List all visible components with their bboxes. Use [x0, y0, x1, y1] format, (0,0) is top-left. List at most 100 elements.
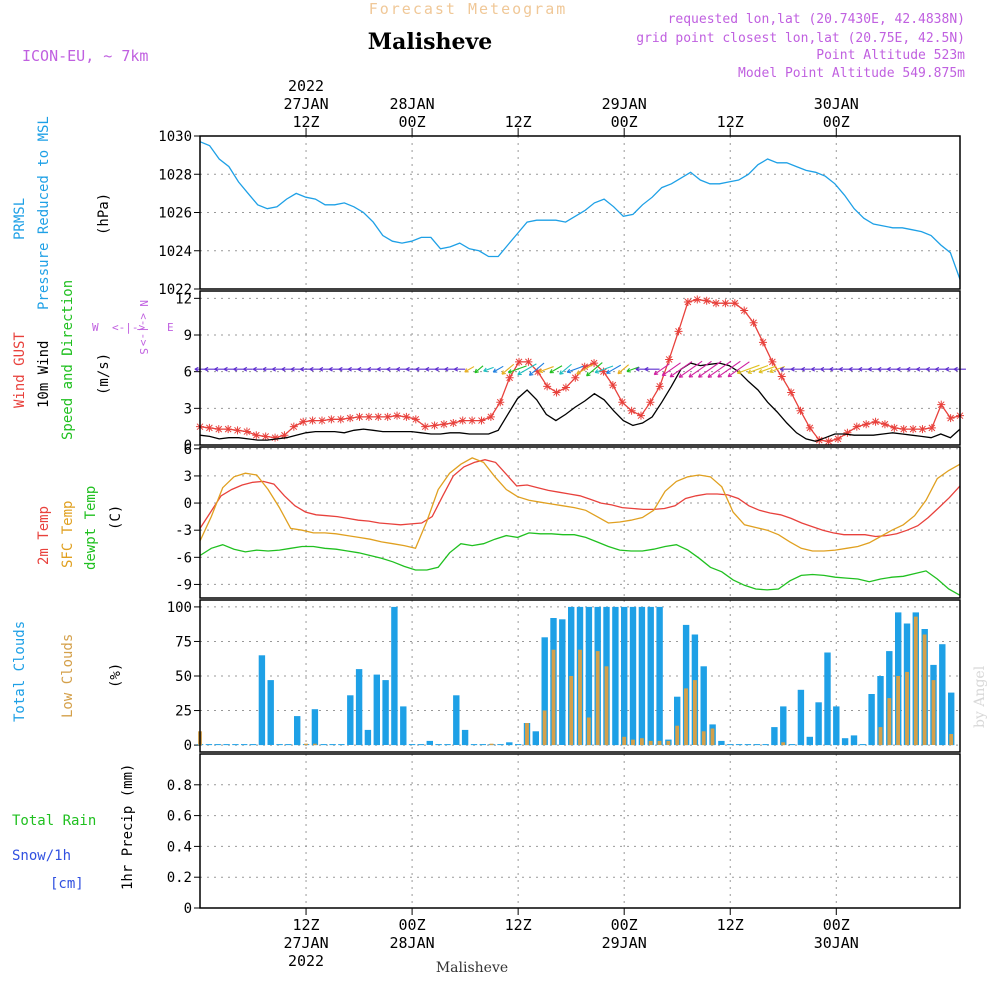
- total-cloud-bar: [373, 674, 380, 746]
- temp2m-line: [199, 459, 961, 538]
- top-date-label-1: 28JAN: [390, 95, 435, 113]
- ytick-label-precip-0: 0: [184, 901, 192, 917]
- total-cloud-bar: [762, 744, 769, 746]
- gust-point: [909, 425, 918, 434]
- total-cloud-bar: [788, 744, 796, 746]
- total-cloud-bar: [320, 744, 327, 746]
- bottom-hour-label-2: 12Z: [505, 916, 532, 934]
- wind-direction-arrow: [661, 362, 681, 377]
- bottom-year-label-0: 2022: [288, 952, 324, 970]
- wind-direction-arrow: [338, 366, 350, 372]
- wind-direction-arrow: [697, 360, 722, 378]
- total-cloud-bar: [294, 716, 301, 746]
- bottom-date-label-5: 30JAN: [814, 934, 859, 952]
- gust-point: [468, 416, 477, 425]
- gust-point: [787, 388, 796, 397]
- gust-point: [552, 388, 561, 397]
- location-title: Malisheve: [368, 29, 492, 55]
- low-cloud-bar: [569, 676, 574, 746]
- ytick-label-wind-2: 6: [184, 365, 192, 381]
- top-hour-label-5: 00Z: [823, 113, 850, 131]
- wind-direction-arrow: [858, 366, 869, 372]
- gust-point: [449, 419, 458, 427]
- low-cloud-bar: [913, 616, 918, 746]
- low-cloud-bar: [878, 727, 883, 746]
- total-cloud-bar: [506, 742, 513, 746]
- total-cloud-bar: [815, 702, 822, 746]
- total-cloud-bar: [744, 744, 752, 746]
- total-cloud-bar: [444, 744, 451, 746]
- gust-point: [252, 431, 261, 440]
- wind-direction-arrow: [538, 366, 554, 374]
- total-cloud-bar: [205, 744, 213, 746]
- gust-point: [355, 412, 364, 421]
- gust-point: [805, 423, 814, 432]
- gust-point: [224, 425, 233, 434]
- wind-direction-arrow: [747, 365, 769, 375]
- gust-point: [317, 416, 326, 425]
- top-date-label-0: 27JAN: [283, 95, 328, 113]
- wind-direction-arrow: [549, 365, 563, 374]
- wind-direction-arrow: [507, 365, 527, 374]
- gust-point: [383, 412, 392, 421]
- wind-direction-arrow: [925, 366, 937, 372]
- compass-n: N: [137, 300, 150, 307]
- temp-unit: (C): [108, 505, 124, 530]
- low-cloud-bar: [701, 731, 706, 746]
- low-cloud-bar: [949, 734, 954, 746]
- gust-point: [843, 428, 852, 437]
- ytick-label-pressure-0: 1022: [158, 282, 192, 298]
- pressure-label-2: Pressure Reduced to MSL: [36, 116, 52, 310]
- wind-direction-arrow: [594, 365, 614, 374]
- gust-point: [205, 423, 214, 432]
- point-altitude: Point Altitude 523m: [816, 48, 965, 63]
- wind-direction-arrow: [820, 366, 831, 372]
- gust-point: [496, 398, 505, 407]
- wind-direction-arrow: [396, 366, 408, 372]
- clouds-frame: [199, 599, 961, 753]
- total-cloud-bar: [338, 744, 345, 746]
- ytick-label-temp-5: 6: [184, 442, 192, 458]
- total-cloud-bar: [258, 655, 266, 746]
- ytick-label-pressure-3: 1028: [158, 167, 192, 183]
- gust-point: [655, 382, 664, 391]
- gust-point: [862, 420, 871, 429]
- total-cloud-bar: [461, 729, 469, 746]
- wind-direction-arrow: [252, 366, 263, 372]
- ytick-label-clouds-1: 25: [175, 704, 192, 720]
- gridpoint-coords: grid point closest lon,lat (20.75E, 42.5…: [636, 31, 965, 46]
- gust-point: [852, 422, 861, 431]
- low-cloud-bar: [595, 651, 600, 746]
- wind-direction-arrow: [281, 366, 292, 372]
- gust-point: [834, 434, 843, 443]
- footer-location: Malisheve: [436, 960, 508, 976]
- gust-point: [533, 367, 542, 376]
- gust-point: [796, 406, 805, 415]
- top-year-label-0: 2022: [288, 77, 324, 95]
- total-cloud-bar: [232, 744, 239, 746]
- clouds-panel: 0 25 50 75 100: [167, 599, 961, 754]
- top-date-label-3: 29JAN: [602, 95, 647, 113]
- low-cloud-bar: [922, 634, 927, 745]
- wind-unit: (m/s): [96, 353, 112, 395]
- compass-s: S: [137, 348, 150, 355]
- total-cloud-bar: [470, 744, 478, 746]
- gust-point: [712, 299, 721, 308]
- wind-direction-arrow: [492, 365, 504, 373]
- gust-point: [543, 382, 552, 391]
- total-cloud-bar: [355, 669, 363, 746]
- wind-direction-arrow: [300, 366, 312, 372]
- bottom-hour-label-4: 12Z: [717, 916, 744, 934]
- gust-point: [233, 426, 242, 435]
- bottom-hour-label-3: 00Z: [611, 916, 638, 934]
- gust-point: [749, 318, 758, 327]
- total-cloud-bar: [797, 689, 805, 746]
- bottom-hour-label-0: 12Z: [292, 916, 319, 934]
- total-cloud-bar: [629, 606, 637, 746]
- credit-watermark: by Angel: [972, 665, 988, 728]
- total-cloud-bar: [408, 744, 416, 746]
- gust-point: [402, 412, 411, 421]
- gust-point: [608, 381, 617, 390]
- gust-point: [289, 422, 298, 431]
- gust-point: [308, 416, 317, 425]
